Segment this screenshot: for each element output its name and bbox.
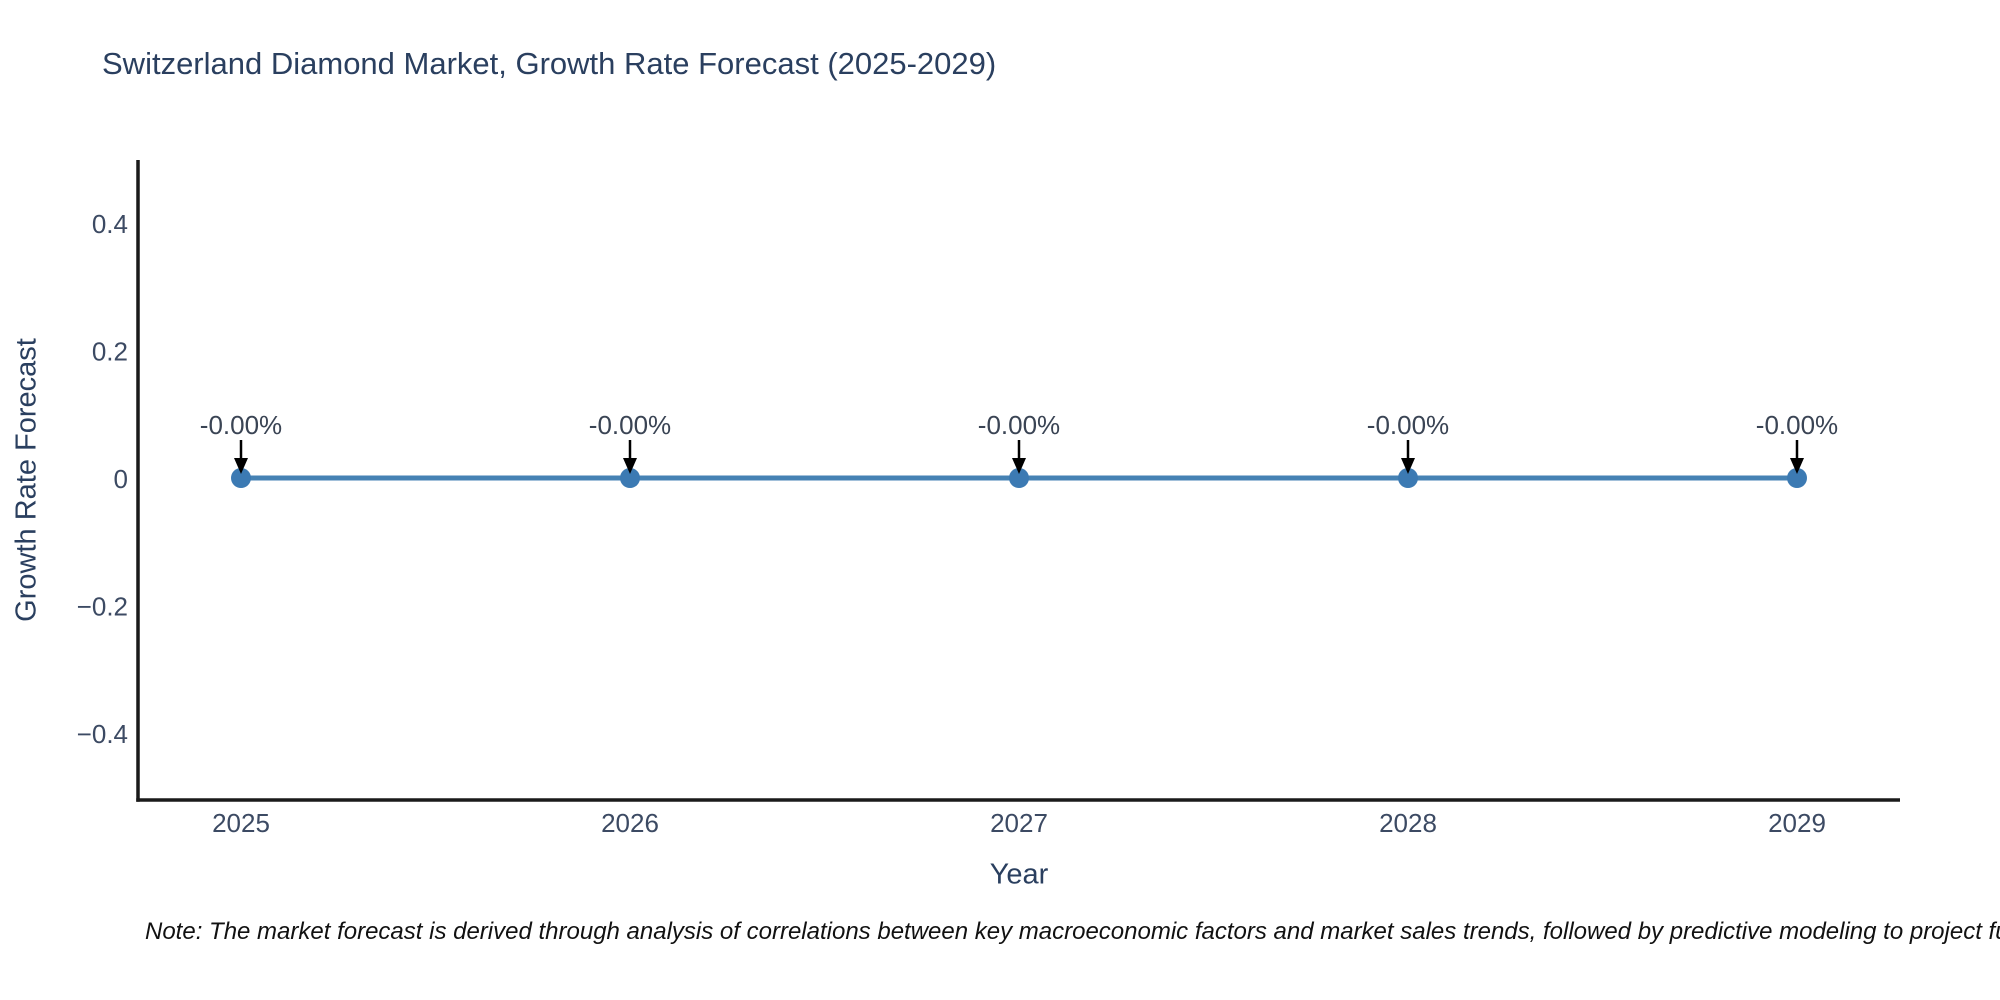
y-tick-label: −0.2	[77, 592, 128, 622]
y-tick-label: 0.2	[92, 337, 128, 367]
data-point	[620, 468, 640, 488]
y-tick-label: −0.4	[77, 719, 128, 749]
x-tick-label: 2027	[990, 808, 1048, 838]
annotation-arrowhead	[1012, 458, 1026, 474]
annotation-arrowhead	[1401, 458, 1415, 474]
annotation-label: -0.00%	[978, 410, 1060, 440]
annotation-arrowhead	[1790, 458, 1804, 474]
chart-title: Switzerland Diamond Market, Growth Rate …	[102, 46, 997, 81]
y-axis-title: Growth Rate Forecast	[10, 338, 43, 622]
y-tick-label: 0.4	[92, 209, 128, 239]
annotation-label: -0.00%	[589, 410, 671, 440]
data-point	[231, 468, 251, 488]
x-tick-label: 2025	[212, 808, 270, 838]
annotation-label: -0.00%	[1367, 410, 1449, 440]
x-tick-label: 2028	[1379, 808, 1437, 838]
footnote: Note: The market forecast is derived thr…	[145, 918, 2000, 945]
x-tick-label: 2029	[1768, 808, 1826, 838]
annotation-label: -0.00%	[1756, 410, 1838, 440]
x-axis-title: Year	[989, 858, 1049, 891]
y-tick-label: 0	[114, 464, 128, 494]
data-point	[1398, 468, 1418, 488]
data-point	[1787, 468, 1807, 488]
annotation-arrowhead	[234, 458, 248, 474]
x-tick-label: 2026	[601, 808, 659, 838]
data-point	[1009, 468, 1029, 488]
annotation-label: -0.00%	[200, 410, 282, 440]
annotation-arrowhead	[623, 458, 637, 474]
